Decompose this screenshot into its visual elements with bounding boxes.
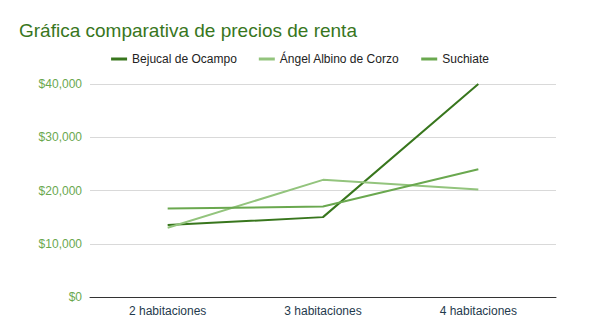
svg-text:$30,000: $30,000 (39, 130, 83, 144)
svg-text:Ángel Albino de Corzo: Ángel Albino de Corzo (280, 51, 399, 66)
svg-text:Gráfica comparativa de precios: Gráfica comparativa de precios de renta (19, 20, 357, 41)
svg-text:$40,000: $40,000 (39, 77, 83, 91)
svg-text:4 habitaciones: 4 habitaciones (440, 304, 517, 318)
svg-text:$0: $0 (69, 290, 83, 304)
svg-text:$10,000: $10,000 (39, 237, 83, 251)
svg-text:$20,000: $20,000 (39, 184, 83, 198)
svg-text:Bejucal de Ocampo: Bejucal de Ocampo (132, 52, 237, 66)
svg-text:Suchiate: Suchiate (442, 52, 489, 66)
svg-text:2 habitaciones: 2 habitaciones (129, 304, 206, 318)
svg-text:3 habitaciones: 3 habitaciones (284, 304, 361, 318)
